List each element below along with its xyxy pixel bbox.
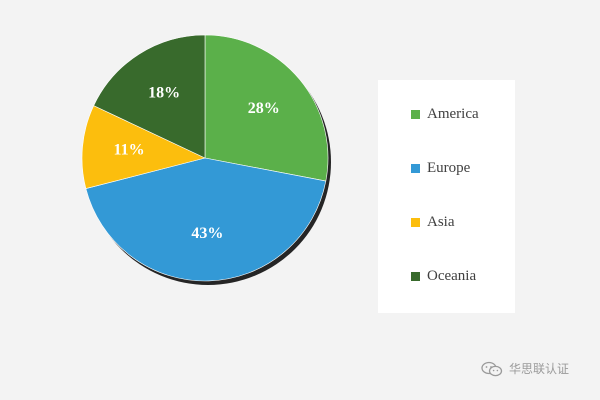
legend-item-asia: Asia <box>378 214 515 268</box>
legend-label-asia: Asia <box>427 214 455 230</box>
legend-label-europe: Europe <box>427 160 471 176</box>
legend-label-america: America <box>427 106 479 122</box>
legend-item-america: America <box>378 106 515 160</box>
wechat-icon <box>481 361 503 376</box>
legend-swatch-america <box>411 110 420 119</box>
pie-slice-europe <box>85 157 327 282</box>
legend-swatch-asia <box>411 218 420 227</box>
watermark-text: 华思联认证 <box>509 362 570 376</box>
pie-slice-asia <box>81 105 206 189</box>
legend-item-europe: Europe <box>378 160 515 214</box>
pie-slice-america <box>204 34 329 182</box>
pie-label-oceania: 18% <box>148 84 180 101</box>
legend-swatch-europe <box>411 164 420 173</box>
pie-label-europe: 43% <box>191 225 223 242</box>
pie-slice-oceania <box>93 34 206 159</box>
pie-label-america: 28% <box>248 100 280 117</box>
legend-swatch-oceania <box>411 272 420 281</box>
legend-label-oceania: Oceania <box>427 268 477 284</box>
watermark: 华思联认证 <box>481 360 569 377</box>
pie-label-asia: 11% <box>114 141 145 158</box>
legend-item-oceania: Oceania <box>378 268 515 322</box>
chart-legend: America Europe Asia Oceania <box>378 80 515 313</box>
